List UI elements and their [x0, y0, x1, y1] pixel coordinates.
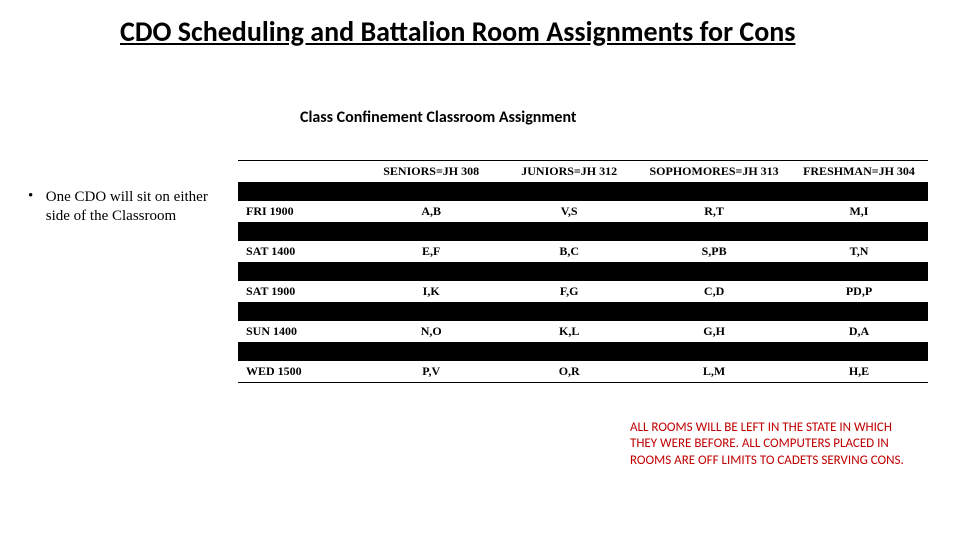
cdo-instruction-bullet: • One CDO will sit on either side of the… — [28, 188, 228, 226]
table-separator-row — [238, 183, 928, 201]
table-row-label: FRI 1900 — [238, 201, 362, 223]
table-cell: F,G — [500, 281, 638, 303]
table-cell: I,K — [362, 281, 500, 303]
table-cell: O,R — [500, 361, 638, 383]
table-cell: PD,P — [790, 281, 928, 303]
table-cell: H,E — [790, 361, 928, 383]
warning-text: ALL ROOMS WILL BE LEFT IN THE STATE IN W… — [630, 420, 920, 469]
table-row: SAT 1400E,FB,CS,PBT,N — [238, 241, 928, 263]
table-row-label: SAT 1900 — [238, 281, 362, 303]
table-row: SAT 1900I,KF,GC,DPD,P — [238, 281, 928, 303]
table-cell: A,B — [362, 201, 500, 223]
table-header-blank — [238, 161, 362, 183]
table-separator-row — [238, 303, 928, 321]
table-cell: S,PB — [638, 241, 790, 263]
table-cell: R,T — [638, 201, 790, 223]
table-cell: C,D — [638, 281, 790, 303]
page-title: CDO Scheduling and Battalion Room Assign… — [120, 16, 840, 48]
table-header-cell: SOPHOMORES=JH 313 — [638, 161, 790, 183]
table-cell: E,F — [362, 241, 500, 263]
table-cell: L,M — [638, 361, 790, 383]
table-header-row: SENIORS=JH 308JUNIORS=JH 312SOPHOMORES=J… — [238, 161, 928, 183]
table-cell: M,I — [790, 201, 928, 223]
table-row: WED 1500P,VO,RL,MH,E — [238, 361, 928, 383]
table-cell: T,N — [790, 241, 928, 263]
assignment-table: SENIORS=JH 308JUNIORS=JH 312SOPHOMORES=J… — [238, 160, 928, 383]
table-cell: K,L — [500, 321, 638, 343]
table-header-cell: SENIORS=JH 308 — [362, 161, 500, 183]
table-cell: N,O — [362, 321, 500, 343]
table-separator-row — [238, 263, 928, 281]
table-cell: P,V — [362, 361, 500, 383]
table-cell: V,S — [500, 201, 638, 223]
table-row-label: SAT 1400 — [238, 241, 362, 263]
table-row-label: SUN 1400 — [238, 321, 362, 343]
subtitle: Class Confinement Classroom Assignment — [300, 108, 576, 127]
table-row-label: WED 1500 — [238, 361, 362, 383]
table-row: SUN 1400N,OK,LG,HD,A — [238, 321, 928, 343]
table-header-cell: JUNIORS=JH 312 — [500, 161, 638, 183]
bullet-text: One CDO will sit on either side of the C… — [46, 188, 216, 226]
table-cell: G,H — [638, 321, 790, 343]
table-separator-row — [238, 223, 928, 241]
bullet-dot: • — [28, 188, 42, 205]
table-row: FRI 1900A,BV,SR,TM,I — [238, 201, 928, 223]
table-cell: B,C — [500, 241, 638, 263]
assignment-table-container: SENIORS=JH 308JUNIORS=JH 312SOPHOMORES=J… — [238, 160, 928, 383]
table-cell: D,A — [790, 321, 928, 343]
table-separator-row — [238, 343, 928, 361]
table-header-cell: FRESHMAN=JH 304 — [790, 161, 928, 183]
